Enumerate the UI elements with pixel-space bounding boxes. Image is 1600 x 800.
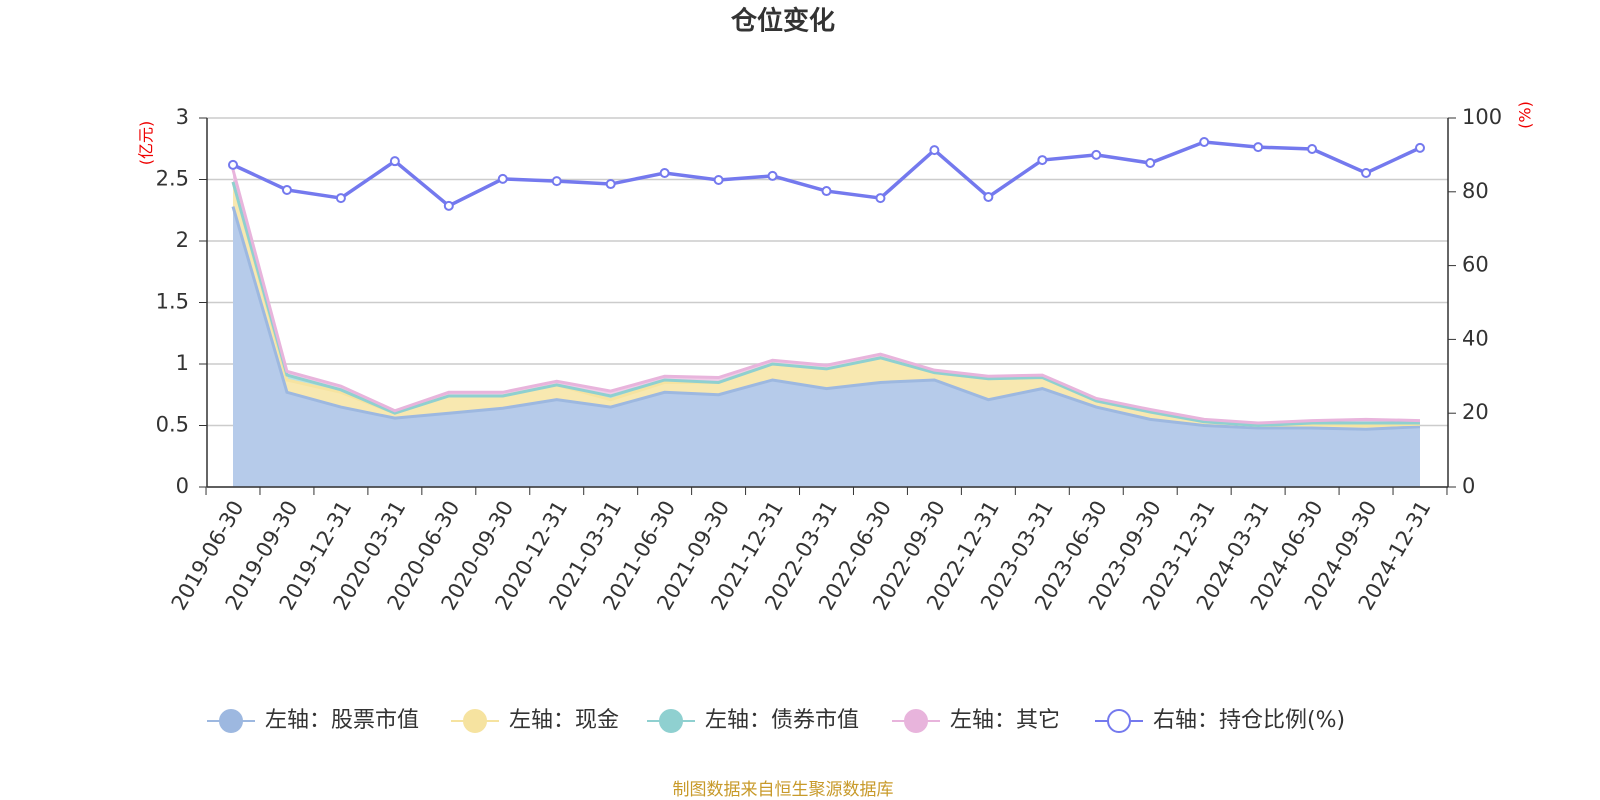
y-tick-label: 0.5 [156,413,189,437]
y2-tick-label: 20 [1462,400,1489,424]
point [767,170,778,181]
legend-item: 右轴：持仓比例(%) [1095,708,1345,733]
legend-marker [1107,709,1131,733]
point [1199,136,1210,147]
legend-label: 左轴：现金 [509,708,619,733]
legend-label: 左轴：股票市值 [265,708,419,733]
point [335,193,346,204]
y-tick-label: 1.5 [156,290,189,314]
y-tick-label: 3 [176,105,189,129]
point [1307,143,1318,154]
y-tick-label: 2.5 [156,167,189,191]
y2-tick-label: 40 [1462,326,1489,350]
point [713,174,724,185]
point [1361,167,1372,178]
y-tick-label: 1 [176,351,189,375]
point [1253,142,1264,153]
legend-item: 左轴：股票市值 [207,708,419,733]
legend-marker [463,709,487,733]
point [228,159,238,170]
area-line [231,206,1421,431]
legend-marker [659,709,683,733]
point [551,176,562,187]
legend-item: 左轴：债券市值 [647,708,859,733]
y2-tick-label: 0 [1462,474,1475,498]
legend-label: 左轴：其它 [950,708,1060,733]
y2-tick-label: 100 [1462,105,1502,129]
point [443,200,454,211]
source-note: 制图数据来自恒生聚源数据库 [673,780,894,800]
y-tick-label: 0 [176,474,189,498]
y2-tick-label: 80 [1462,179,1489,203]
y2-axis-label: (%) [1516,101,1535,129]
point [605,179,616,190]
area-line [231,169,1421,425]
point [875,193,886,204]
line [232,140,1421,208]
point [1145,158,1156,169]
legend-marker [904,709,928,733]
y-tick-label: 2 [176,228,189,252]
legend-label: 右轴：持仓比例(%) [1153,708,1345,733]
legend-item: 左轴：现金 [451,708,619,733]
legend-marker [219,709,243,733]
legend-label: 左轴：债券市值 [705,708,859,733]
point [497,173,508,184]
chart-title: 仓位变化 [730,6,835,37]
area [233,206,1420,487]
point [983,191,994,202]
y2-tick-label: 60 [1462,253,1489,277]
legend-item: 左轴：其它 [892,708,1060,733]
point [1037,155,1048,166]
point [1415,142,1425,153]
point [929,145,940,156]
point [281,184,292,195]
point [1091,149,1102,160]
area [233,181,1420,430]
point [389,156,400,167]
point [821,186,832,197]
point [659,167,670,178]
area-line [231,181,1420,428]
y-axis-label: (亿元) [137,121,156,166]
